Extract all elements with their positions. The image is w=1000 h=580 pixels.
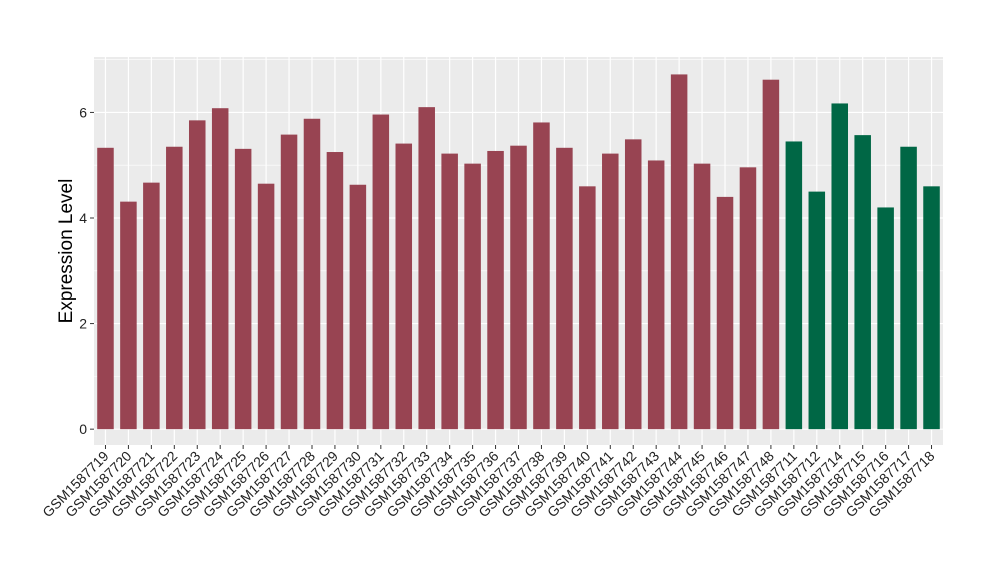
bar-GSM1587718 <box>923 186 940 430</box>
y-axis-title: Expression Level <box>56 179 77 324</box>
bar-GSM1587748 <box>762 79 780 430</box>
y-axis: 0 2 4 6 <box>79 104 94 437</box>
bar-GSM1587731 <box>372 114 390 430</box>
bar-GSM1587720 <box>120 201 137 430</box>
bar-GSM1587723 <box>188 120 206 430</box>
bar-GSM1587733 <box>418 107 435 430</box>
bar-GSM1587730 <box>349 184 367 430</box>
bar-GSM1587734 <box>441 153 458 430</box>
bar-GSM1587744 <box>670 74 688 430</box>
bar-GSM1587729 <box>326 152 344 430</box>
y-tick-label: 0 <box>79 421 87 437</box>
bar-GSM1587737 <box>510 145 527 430</box>
bar-GSM1587724 <box>211 108 229 430</box>
bar-GSM1587722 <box>166 146 183 430</box>
bar-GSM1587727 <box>280 134 298 430</box>
bar-GSM1587747 <box>739 167 757 430</box>
y-tick-label: 2 <box>79 316 87 332</box>
bar-GSM1587732 <box>395 143 413 430</box>
bar-GSM1587715 <box>854 135 871 430</box>
bar-GSM1587728 <box>303 118 321 430</box>
bar-GSM1587745 <box>693 163 711 430</box>
bar-GSM1587711 <box>785 141 803 430</box>
bar-GSM1587716 <box>877 207 894 430</box>
bar-GSM1587743 <box>647 160 665 430</box>
bar-GSM1587740 <box>579 186 596 430</box>
bar-GSM1587735 <box>464 163 481 430</box>
y-tick-label: 4 <box>79 210 87 226</box>
bar-GSM1587726 <box>257 183 275 430</box>
bar-GSM1587717 <box>900 146 917 430</box>
bar-GSM1587739 <box>556 147 573 430</box>
bar-GSM1587725 <box>234 148 252 430</box>
bar-GSM1587741 <box>602 153 619 430</box>
bar-GSM1587714 <box>831 103 849 430</box>
bar-GSM1587742 <box>624 139 642 430</box>
x-axis: GSM1587719GSM1587720GSM1587721GSM1587722… <box>39 445 938 520</box>
bar-GSM1587746 <box>716 196 734 430</box>
bars <box>97 74 940 430</box>
y-tick-label: 6 <box>79 104 87 120</box>
bar-GSM1587721 <box>143 182 160 430</box>
bar-GSM1587712 <box>808 191 826 430</box>
bar-GSM1587736 <box>487 150 504 430</box>
bar-GSM1587738 <box>533 122 550 430</box>
bar-GSM1587719 <box>97 147 114 430</box>
